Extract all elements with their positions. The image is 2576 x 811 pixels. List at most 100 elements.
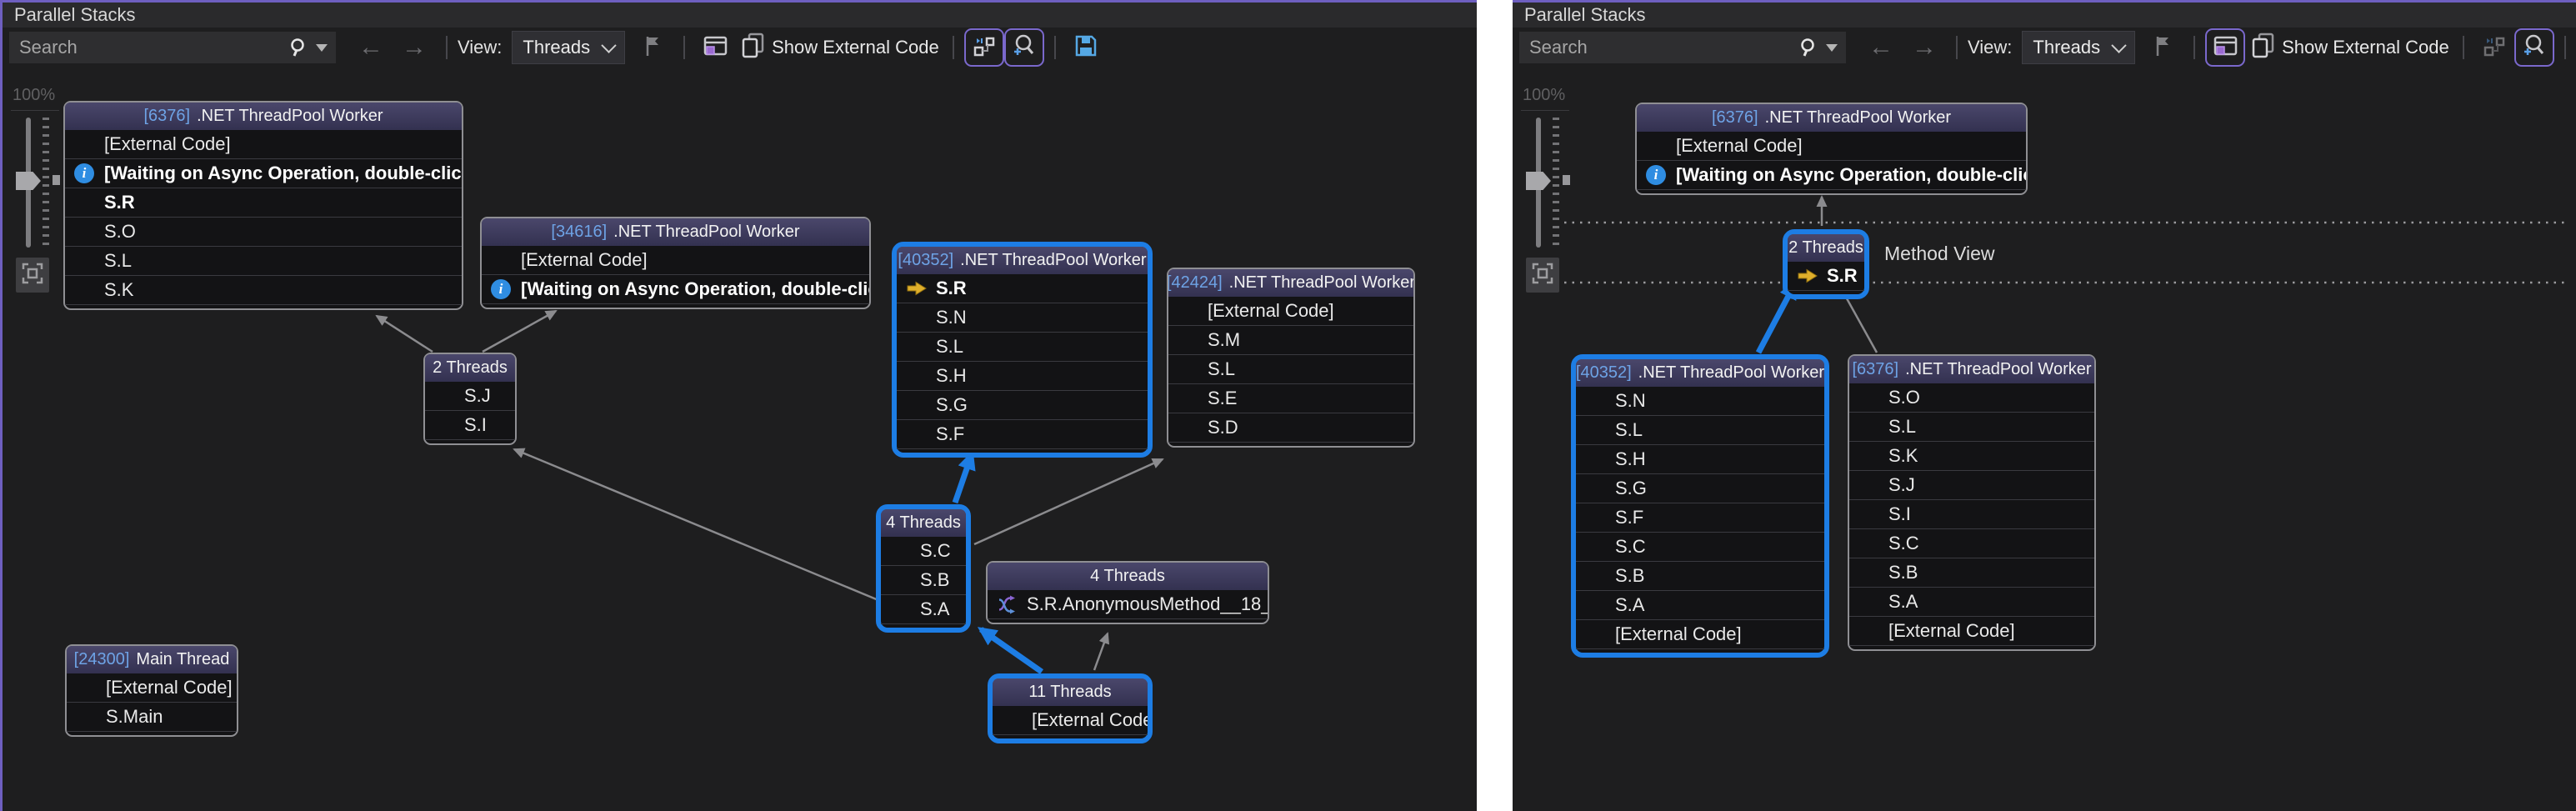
zoom-slider-thumb[interactable] [1526, 172, 1551, 190]
stack-frame-row[interactable]: S.C [881, 537, 966, 566]
thread-box-header: [6376] .NET ThreadPool Worker [65, 103, 462, 130]
stack-frame-row[interactable]: [External Code] [1849, 617, 2094, 646]
save-image-button[interactable] [1066, 28, 1106, 67]
stack-frame-row[interactable]: S.C [1849, 529, 2094, 558]
stack-frame-row[interactable]: [External Code] [67, 673, 237, 703]
search-icon[interactable] [1798, 37, 1819, 58]
stack-frame-row[interactable]: S.B [1576, 562, 1824, 591]
stack-frame-row[interactable]: i [Waiting on Async Operation, double-cli… [482, 275, 869, 304]
stack-frame-row[interactable]: [External Code] [1576, 620, 1824, 649]
navigate-back-icon[interactable]: ← [1868, 33, 1893, 61]
thread-box[interactable]: [34616] .NET ThreadPool Worker [External C… [480, 217, 871, 309]
zoom-to-fit-button[interactable] [16, 258, 49, 293]
stack-frame-row[interactable]: [External Code] [482, 246, 869, 275]
stack-frame-row[interactable]: S.A [1576, 591, 1824, 620]
stack-frame-row[interactable]: S.A [1849, 588, 2094, 617]
search-box[interactable] [9, 32, 336, 63]
stack-frame-row[interactable]: [External Code] [1637, 132, 2026, 161]
stack-frame-row[interactable]: S.B [1849, 558, 2094, 588]
stack-frame-row[interactable]: S.L [65, 247, 462, 276]
thread-box[interactable]: 2 Threads S.J S.I [423, 353, 517, 445]
stack-frame-row[interactable]: S.R [1788, 262, 1864, 291]
thread-box[interactable]: [42424] .NET ThreadPool Worker [External C… [1167, 268, 1415, 448]
search-input[interactable] [9, 36, 284, 59]
stack-frame-row[interactable]: S.J [1849, 471, 2094, 500]
stack-frame-row[interactable]: S.L [897, 333, 1148, 362]
stack-frame-row[interactable]: [External Code] [993, 706, 1148, 735]
search-options-caret-icon[interactable] [316, 43, 328, 52]
stack-frame-row[interactable]: S.J [425, 382, 515, 411]
search-options-caret-icon[interactable] [1826, 43, 1838, 52]
zoom-slider-thumb[interactable] [16, 172, 41, 190]
view-dropdown[interactable]: Threads [512, 31, 626, 64]
stack-frame-row[interactable]: S.D [1168, 413, 1413, 443]
thread-box-title: .NET ThreadPool Worker [1228, 273, 1413, 292]
stack-frame-row[interactable]: S.F [1576, 503, 1824, 533]
stack-frame-row[interactable]: S.L [1168, 355, 1413, 384]
stack-frame-row[interactable]: S.O [1849, 383, 2094, 413]
show-external-code-label: Show External Code [2282, 37, 2449, 58]
stack-frame-row[interactable]: S.A [881, 595, 966, 624]
stack-frame-row[interactable]: S.F [897, 420, 1148, 449]
stack-frame-row[interactable]: S.R [897, 274, 1148, 303]
stack-frame-row[interactable]: S.H [1576, 445, 1824, 474]
navigate-forward-icon[interactable]: → [402, 33, 427, 61]
stack-frame-row[interactable]: S.L [1849, 413, 2094, 442]
toggle-zoom-control-button[interactable] [2513, 28, 2554, 67]
stack-frame-row[interactable]: i [Waiting on Async Operation, double-cli… [65, 159, 462, 188]
toggle-method-view-button[interactable] [2205, 28, 2246, 67]
show-only-flagged-button[interactable] [633, 28, 673, 67]
search-icon[interactable] [288, 37, 309, 58]
search-input[interactable] [1519, 36, 1794, 59]
show-external-code-button[interactable]: Show External Code [738, 31, 939, 64]
method-view-icon [2211, 32, 2239, 64]
stack-frame-label: S.A [1888, 591, 1918, 612]
zoom-to-fit-button[interactable] [1526, 258, 1559, 293]
stack-frame-row[interactable]: S.K [1849, 442, 2094, 471]
thread-box[interactable]: [24300] Main Thread [External Code] S.Main [65, 644, 238, 737]
method-view-icon [701, 32, 729, 64]
stack-frame-row[interactable]: S.M [1168, 326, 1413, 355]
stack-frame-row[interactable]: S.N [897, 303, 1148, 333]
stack-frame-row[interactable]: [External Code] [65, 130, 462, 159]
stack-frame-row[interactable]: S.Main [67, 703, 237, 732]
stack-frame-row[interactable]: S.I [1849, 500, 2094, 529]
stack-frame-row[interactable]: S.R [65, 188, 462, 218]
stack-frame-row[interactable]: S.H [897, 362, 1148, 391]
stack-frame-row[interactable]: S.R.AnonymousMethod__18_0 [988, 590, 1268, 619]
navigate-forward-icon[interactable]: → [1912, 33, 1937, 61]
stack-frame-row[interactable]: S.C [1576, 533, 1824, 562]
autoscroll-graph-button[interactable] [2474, 28, 2514, 67]
stack-frame-row[interactable]: S.K [65, 276, 462, 305]
zoom-control: 100% [9, 86, 69, 293]
thread-box[interactable]: [40352] .NET ThreadPool Worker S.R S.N S.L S.… [892, 242, 1153, 458]
thread-box[interactable]: [6376] .NET ThreadPool Worker [External Co… [1635, 103, 2028, 195]
stack-frame-row[interactable]: S.I [425, 411, 515, 440]
thread-box[interactable]: [6376] .NET ThreadPool Worker [External Co… [63, 101, 463, 310]
stack-frame-row[interactable]: S.E [1168, 384, 1413, 413]
stack-frame-row[interactable]: S.G [1576, 474, 1824, 503]
thread-box[interactable]: [40352] .NET ThreadPool Worker S.N S.L S.H S.… [1571, 354, 1829, 658]
search-box[interactable] [1519, 32, 1846, 63]
stack-frame-row[interactable]: S.L [1576, 416, 1824, 445]
thread-box[interactable]: 2 Threads S.R [1783, 229, 1869, 299]
thread-box[interactable]: 11 Threads [External Code] [988, 673, 1153, 743]
thread-box[interactable]: 4 Threads S.C S.B S.A [876, 504, 971, 633]
toggle-method-view-button[interactable] [695, 28, 735, 67]
autoscroll-graph-button[interactable] [963, 28, 1004, 67]
stack-frame-row[interactable]: i [Waiting on Async Operation, double-cli… [1637, 161, 2026, 190]
stack-frame-row[interactable]: S.N [1576, 387, 1824, 416]
view-dropdown[interactable]: Threads [2022, 31, 2136, 64]
stack-frame-row[interactable]: [External Code] [1168, 297, 1413, 326]
thread-box[interactable]: 4 Threads S.R.AnonymousMethod__18_0 [986, 561, 1269, 624]
toggle-zoom-control-button[interactable] [1003, 28, 1044, 67]
show-only-flagged-button[interactable] [2143, 28, 2183, 67]
stack-frame-row[interactable]: S.G [897, 391, 1148, 420]
thread-id: [40352] [1576, 363, 1632, 382]
navigate-back-icon[interactable]: ← [358, 33, 383, 61]
stack-frame-row[interactable]: S.B [881, 566, 966, 595]
show-external-code-button[interactable]: Show External Code [2248, 31, 2449, 64]
thread-box[interactable]: [6376] .NET ThreadPool Worker S.O S.L S.K S.J… [1848, 354, 2096, 651]
thread-box-title: 2 Threads [1788, 238, 1863, 257]
stack-frame-row[interactable]: S.O [65, 218, 462, 247]
